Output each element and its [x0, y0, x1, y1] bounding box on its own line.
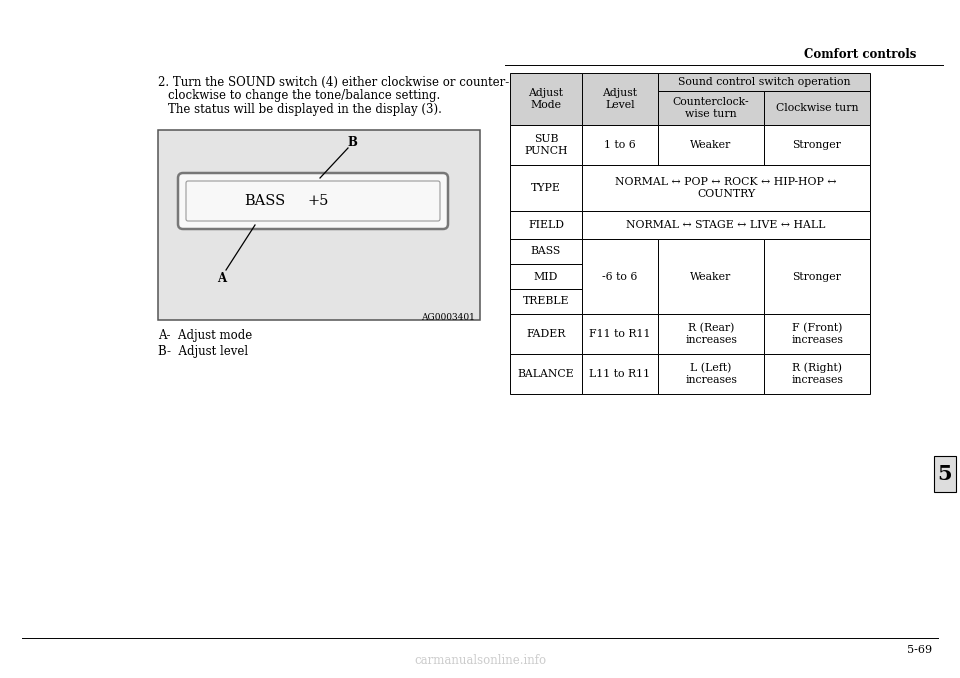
- Text: SUB
PUNCH: SUB PUNCH: [524, 134, 567, 156]
- Bar: [658, 239, 764, 314]
- Text: R (Rear)
increases: R (Rear) increases: [685, 323, 737, 345]
- Text: 2. Turn the SOUND switch (4) either clockwise or counter-: 2. Turn the SOUND switch (4) either cloc…: [158, 75, 509, 89]
- Bar: [764, 91, 870, 125]
- Text: TREBLE: TREBLE: [523, 296, 569, 306]
- Bar: [582, 211, 870, 239]
- Text: TYPE: TYPE: [531, 183, 561, 193]
- Text: FIELD: FIELD: [528, 220, 564, 230]
- Bar: [658, 125, 764, 165]
- Text: The status will be displayed in the display (3).: The status will be displayed in the disp…: [168, 104, 442, 117]
- Text: F (Front)
increases: F (Front) increases: [791, 323, 843, 345]
- FancyBboxPatch shape: [178, 173, 448, 229]
- Text: Stronger: Stronger: [793, 271, 841, 281]
- Bar: [658, 354, 764, 394]
- Text: Counterclock-
wise turn: Counterclock- wise turn: [673, 97, 750, 119]
- Text: -6 to 6: -6 to 6: [602, 271, 637, 281]
- Text: 1 to 6: 1 to 6: [604, 140, 636, 150]
- Text: BASS: BASS: [531, 247, 562, 256]
- Bar: [510, 211, 582, 239]
- Text: Weaker: Weaker: [690, 271, 732, 281]
- Text: B: B: [348, 136, 357, 150]
- Text: NORMAL ↔ POP ↔ ROCK ↔ HIP-HOP ↔
COUNTRY: NORMAL ↔ POP ↔ ROCK ↔ HIP-HOP ↔ COUNTRY: [615, 177, 837, 199]
- Bar: [510, 73, 582, 125]
- Text: carmanualsonline.info: carmanualsonline.info: [414, 654, 546, 666]
- Bar: [582, 125, 658, 165]
- Bar: [510, 354, 582, 394]
- Text: L (Left)
increases: L (Left) increases: [685, 363, 737, 385]
- Text: A-  Adjust mode: A- Adjust mode: [158, 330, 252, 342]
- Text: B-  Adjust level: B- Adjust level: [158, 344, 248, 357]
- Text: L11 to R11: L11 to R11: [589, 369, 651, 379]
- Bar: [510, 289, 582, 314]
- Text: R (Right)
increases: R (Right) increases: [791, 363, 843, 386]
- Text: Stronger: Stronger: [793, 140, 841, 150]
- Text: Weaker: Weaker: [690, 140, 732, 150]
- Bar: [582, 73, 658, 125]
- Text: Adjust
Mode: Adjust Mode: [529, 87, 564, 111]
- Text: AG0003401: AG0003401: [421, 313, 475, 323]
- Bar: [582, 165, 870, 211]
- Bar: [764, 239, 870, 314]
- Text: BALANCE: BALANCE: [517, 369, 574, 379]
- Text: NORMAL ↔ STAGE ↔ LIVE ↔ HALL: NORMAL ↔ STAGE ↔ LIVE ↔ HALL: [626, 220, 826, 230]
- Text: Comfort controls: Comfort controls: [804, 49, 916, 62]
- FancyBboxPatch shape: [186, 181, 440, 221]
- Text: A: A: [217, 271, 227, 285]
- Bar: [510, 165, 582, 211]
- Text: FADER: FADER: [526, 329, 565, 339]
- Bar: [582, 314, 658, 354]
- Bar: [764, 354, 870, 394]
- Text: MID: MID: [534, 271, 558, 281]
- Bar: [934, 456, 956, 492]
- Text: Sound control switch operation: Sound control switch operation: [678, 77, 851, 87]
- Text: +5: +5: [307, 194, 328, 208]
- Text: F11 to R11: F11 to R11: [589, 329, 651, 339]
- Bar: [510, 239, 582, 264]
- Bar: [510, 314, 582, 354]
- Bar: [658, 73, 870, 91]
- Bar: [582, 354, 658, 394]
- Text: clockwise to change the tone/balance setting.: clockwise to change the tone/balance set…: [168, 89, 441, 102]
- Bar: [658, 314, 764, 354]
- Bar: [658, 91, 764, 125]
- Bar: [158, 130, 480, 320]
- Text: Clockwise turn: Clockwise turn: [776, 103, 858, 113]
- Text: Adjust
Level: Adjust Level: [603, 87, 637, 111]
- Text: 5-69: 5-69: [907, 645, 932, 655]
- Bar: [764, 125, 870, 165]
- Text: 5: 5: [938, 464, 952, 484]
- Bar: [510, 264, 582, 289]
- Bar: [764, 314, 870, 354]
- Bar: [510, 125, 582, 165]
- Bar: [582, 239, 658, 314]
- Text: BASS: BASS: [245, 194, 286, 208]
